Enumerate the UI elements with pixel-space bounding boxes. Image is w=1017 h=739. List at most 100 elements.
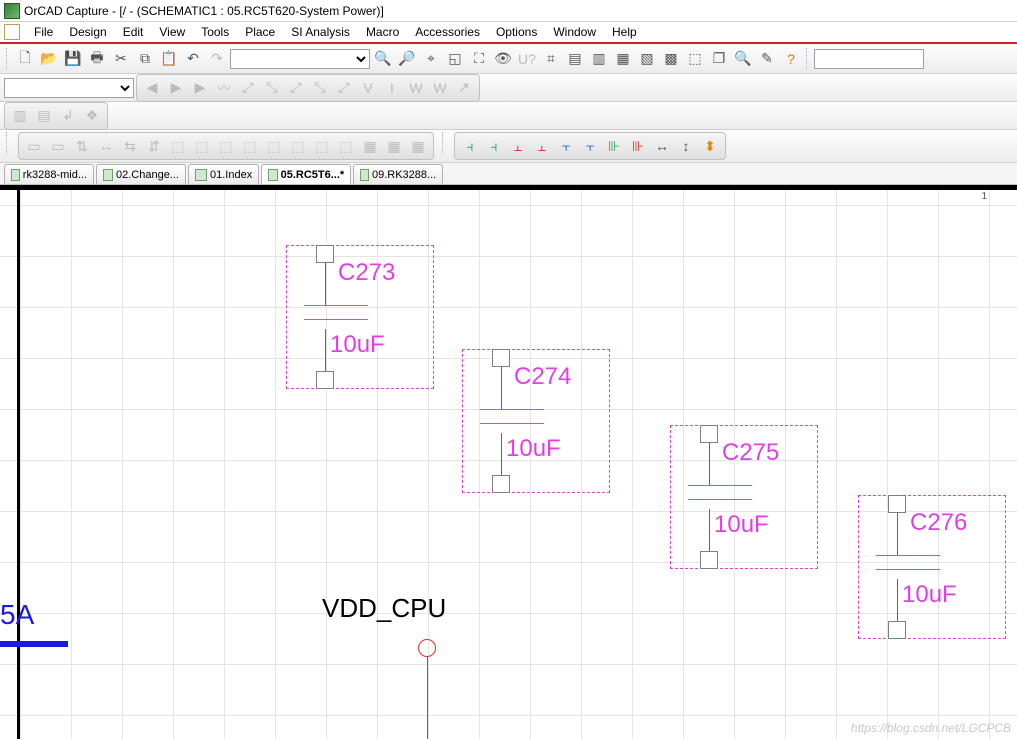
distribute-a2-icon[interactable]: ⫞ <box>483 135 505 157</box>
layer4-icon[interactable]: ❖ <box>81 105 103 127</box>
tab-09-rk3288-[interactable]: 09.RK3288... <box>353 164 443 184</box>
layer3-icon[interactable]: ↲ <box>57 105 79 127</box>
refdes[interactable]: C276 <box>910 509 967 537</box>
align-g5-icon[interactable]: ⇆ <box>119 135 141 157</box>
sim-profile-combo[interactable] <box>4 78 134 98</box>
align-g9-icon[interactable]: ⬚ <box>215 135 237 157</box>
part-combo[interactable] <box>230 49 370 69</box>
visibility-icon[interactable]: 👁 <box>492 48 514 70</box>
tab-05-rc5t6-[interactable]: 05.RC5T6...* <box>261 164 351 184</box>
menu-macro[interactable]: Macro <box>358 23 407 41</box>
align-g4-icon[interactable]: ↔ <box>95 135 117 157</box>
align-g16-icon[interactable]: ▦ <box>383 135 405 157</box>
cut-icon[interactable]: ✂ <box>110 48 132 70</box>
sheet3-icon[interactable]: ▦ <box>612 48 634 70</box>
value[interactable]: 10uF <box>714 511 769 539</box>
menu-tools[interactable]: Tools <box>193 23 237 41</box>
pin-bottom[interactable] <box>700 551 718 569</box>
layer2-icon[interactable]: ▤ <box>33 105 55 127</box>
schematic-canvas[interactable]: 1 5A VDD_CPU C27310uFC27410uFC27510uFC27… <box>0 185 1017 739</box>
marker-db-icon[interactable]: W <box>429 77 451 99</box>
pin-top[interactable] <box>888 495 906 513</box>
menu-accessories[interactable]: Accessories <box>407 23 488 41</box>
zoom-all-icon[interactable]: ⛶ <box>468 48 490 70</box>
redo-icon[interactable]: ↷ <box>206 48 228 70</box>
value[interactable]: 10uF <box>902 581 957 609</box>
distribute-a4-icon[interactable]: ⫠ <box>531 135 553 157</box>
run-icon[interactable]: ▶ <box>189 77 211 99</box>
probe5-icon[interactable]: ⤢ <box>333 77 355 99</box>
distribute-a7-icon[interactable]: ⊪ <box>603 135 625 157</box>
distribute-a11-icon[interactable]: ⬍ <box>699 135 721 157</box>
search-input[interactable] <box>814 49 924 69</box>
grid-icon[interactable]: ▩ <box>660 48 682 70</box>
select-area-icon[interactable]: ⬚ <box>684 48 706 70</box>
align-g12-icon[interactable]: ⬚ <box>287 135 309 157</box>
distribute-a6-icon[interactable]: ⫟ <box>579 135 601 157</box>
pin-top[interactable] <box>316 245 334 263</box>
nav-fwd-icon[interactable]: ▶ <box>165 77 187 99</box>
probe3-icon[interactable]: ⤢ <box>285 77 307 99</box>
align-g2-icon[interactable]: ▭ <box>47 135 69 157</box>
menu-options[interactable]: Options <box>488 23 545 41</box>
pin-top[interactable] <box>492 349 510 367</box>
sheet4-icon[interactable]: ▧ <box>636 48 658 70</box>
align-g1-icon[interactable]: ▭ <box>23 135 45 157</box>
align-g17-icon[interactable]: ▦ <box>407 135 429 157</box>
new-icon[interactable]: 🗋 <box>14 48 36 70</box>
save-icon[interactable]: 💾 <box>62 48 84 70</box>
distribute-a1-icon[interactable]: ⫞ <box>459 135 481 157</box>
value[interactable]: 10uF <box>330 331 385 359</box>
zoom-fit-icon[interactable]: ◱ <box>444 48 466 70</box>
probe1-icon[interactable]: ⤢ <box>237 77 259 99</box>
menu-si-analysis[interactable]: SI Analysis <box>283 23 358 41</box>
sheet1-icon[interactable]: ▤ <box>564 48 586 70</box>
distribute-a3-icon[interactable]: ⫠ <box>507 135 529 157</box>
align-g8-icon[interactable]: ⬚ <box>191 135 213 157</box>
menu-design[interactable]: Design <box>61 23 114 41</box>
align-g13-icon[interactable]: ⬚ <box>311 135 333 157</box>
print-icon[interactable]: 🖶 <box>86 48 108 70</box>
u-icon[interactable]: U? <box>516 48 538 70</box>
probe2-icon[interactable]: ⤡ <box>261 77 283 99</box>
pin-bottom[interactable] <box>888 621 906 639</box>
copy-icon[interactable]: ⧉ <box>134 48 156 70</box>
distribute-a8-icon[interactable]: ⊪ <box>627 135 649 157</box>
menu-view[interactable]: View <box>151 23 193 41</box>
annotate-icon[interactable]: ✎ <box>756 48 778 70</box>
copy-block-icon[interactable]: ❐ <box>708 48 730 70</box>
wave-icon[interactable]: 〰 <box>213 77 235 99</box>
pin-bottom[interactable] <box>316 371 334 389</box>
probe4-icon[interactable]: ⤡ <box>309 77 331 99</box>
distribute-a5-icon[interactable]: ⫟ <box>555 135 577 157</box>
distribute-a9-icon[interactable]: ↔ <box>651 135 673 157</box>
refdes[interactable]: C273 <box>338 259 395 287</box>
menu-window[interactable]: Window <box>545 23 604 41</box>
net-label-vdd-cpu[interactable]: VDD_CPU <box>322 593 446 624</box>
refdes[interactable]: C275 <box>722 439 779 467</box>
zoom-out-icon[interactable]: 🔎 <box>396 48 418 70</box>
marker-v-icon[interactable]: V <box>357 77 379 99</box>
align-g10-icon[interactable]: ⬚ <box>239 135 261 157</box>
menu-edit[interactable]: Edit <box>115 23 152 41</box>
undo-icon[interactable]: ↶ <box>182 48 204 70</box>
marker-i-icon[interactable]: I <box>381 77 403 99</box>
find-icon[interactable]: 🔍 <box>732 48 754 70</box>
tab-01-index[interactable]: 01.Index <box>188 164 259 184</box>
align-g11-icon[interactable]: ⬚ <box>263 135 285 157</box>
zoom-in-icon[interactable]: 🔍 <box>372 48 394 70</box>
align-g14-icon[interactable]: ⬚ <box>335 135 357 157</box>
align-g6-icon[interactable]: ⇵ <box>143 135 165 157</box>
pin-top[interactable] <box>700 425 718 443</box>
menu-place[interactable]: Place <box>237 23 283 41</box>
marker-p-icon[interactable]: ↗ <box>453 77 475 99</box>
tab-02-change-[interactable]: 02.Change... <box>96 164 186 184</box>
sheet2-icon[interactable]: ▥ <box>588 48 610 70</box>
paste-icon[interactable]: 📋 <box>158 48 180 70</box>
nav-back-icon[interactable]: ◀ <box>141 77 163 99</box>
zoom-area-icon[interactable]: ⌖ <box>420 48 442 70</box>
refdes[interactable]: C274 <box>514 363 571 391</box>
help-icon[interactable]: ? <box>780 48 802 70</box>
align-g7-icon[interactable]: ⬚ <box>167 135 189 157</box>
open-icon[interactable]: 📂 <box>38 48 60 70</box>
